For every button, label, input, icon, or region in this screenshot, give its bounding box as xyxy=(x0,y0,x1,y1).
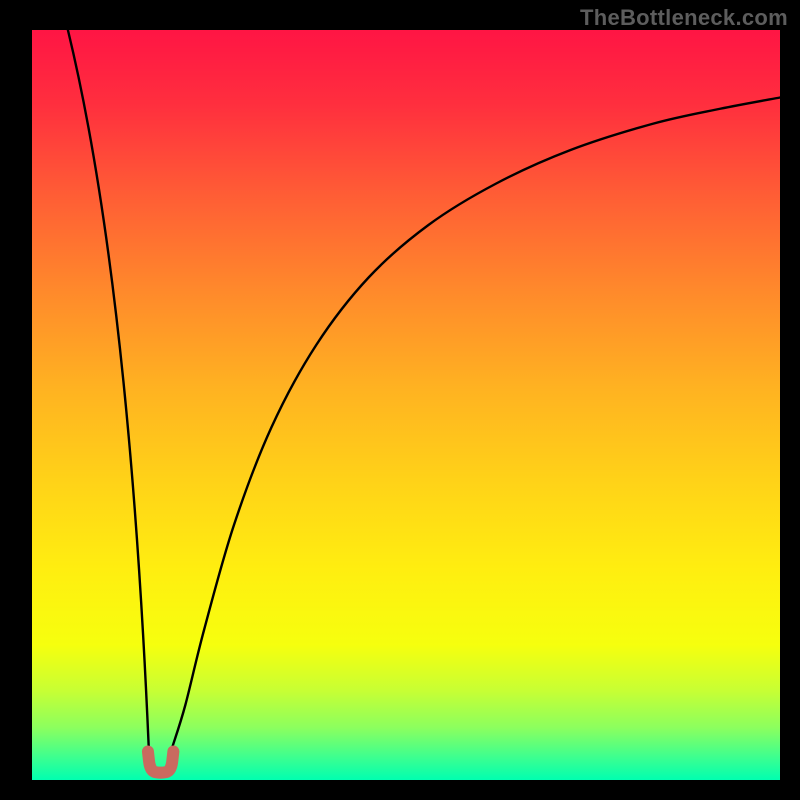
chart-frame: TheBottleneck.com xyxy=(0,0,800,800)
bottleneck-chart xyxy=(0,0,800,800)
watermark-text: TheBottleneck.com xyxy=(580,5,788,31)
